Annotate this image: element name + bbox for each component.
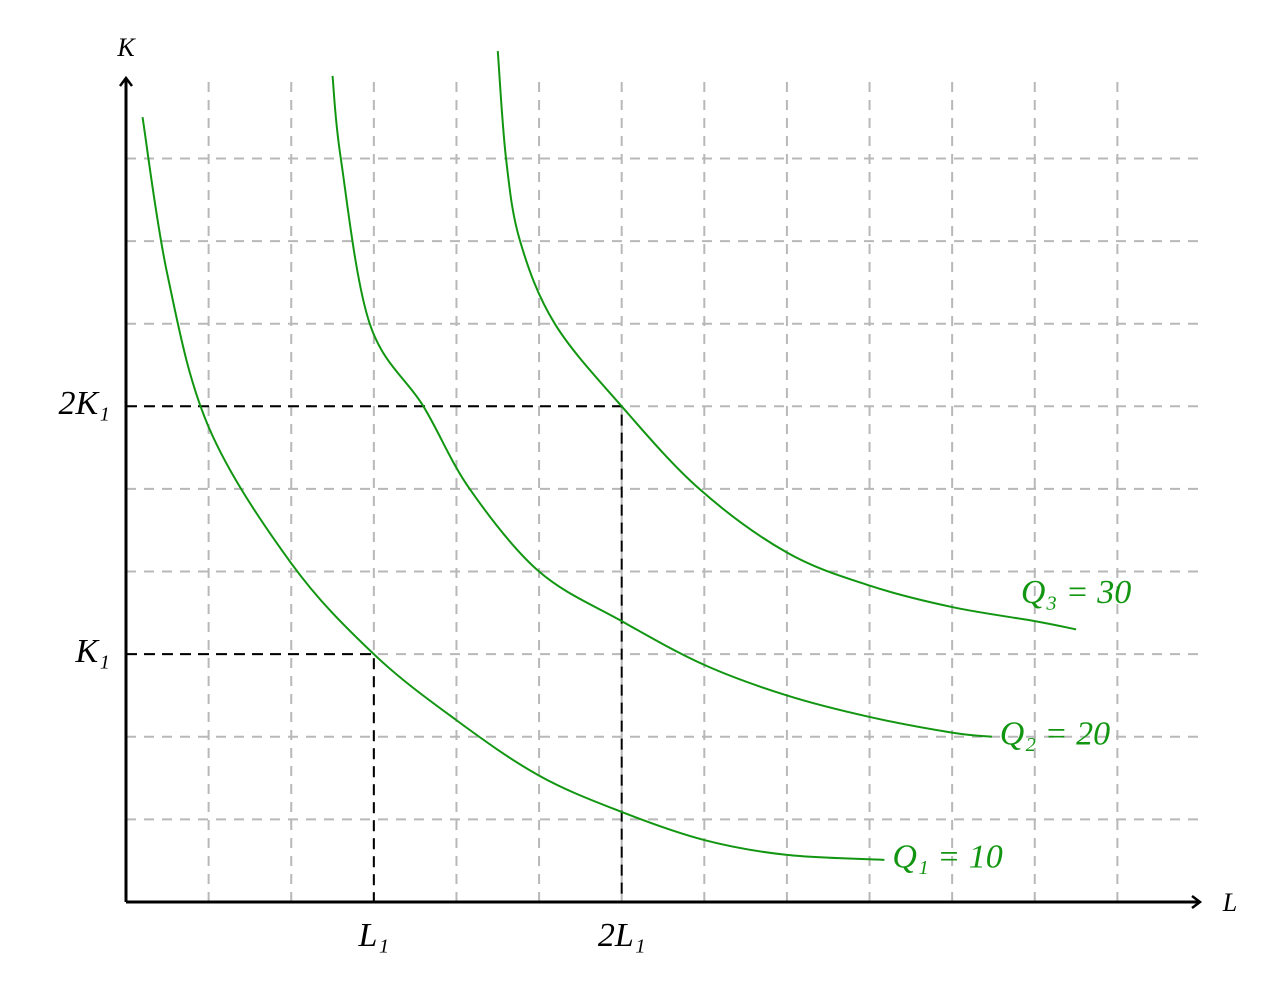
x-tick-label: L₁: [357, 917, 389, 954]
isoquant: [331, 75, 992, 738]
isoquant: [496, 50, 1077, 631]
x-tick-label: 2L₁: [598, 917, 646, 954]
curve-label: Q₁ = 10: [892, 839, 1002, 876]
curve-label: Q₃ = 30: [1021, 574, 1131, 611]
grid: [126, 75, 1200, 902]
curve-label: Q₂ = 20: [1000, 716, 1110, 753]
y-axis-label: K: [116, 33, 136, 62]
x-axis-label: L: [1222, 888, 1237, 917]
y-tick-label: 2K₁: [59, 385, 111, 422]
guide-line: [126, 653, 375, 902]
isoquant: [141, 116, 885, 861]
y-tick-label: K₁: [75, 633, 111, 670]
curves: [141, 50, 1077, 861]
